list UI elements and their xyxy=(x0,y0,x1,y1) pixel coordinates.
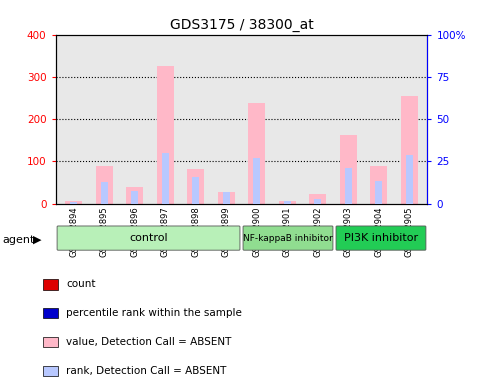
Bar xyxy=(223,192,229,204)
Bar xyxy=(43,337,58,347)
Text: count: count xyxy=(67,280,96,290)
Text: value, Detection Call = ABSENT: value, Detection Call = ABSENT xyxy=(67,337,232,347)
Bar xyxy=(401,96,417,204)
Bar xyxy=(279,202,296,204)
Bar xyxy=(248,103,265,204)
Bar xyxy=(157,66,174,204)
Bar xyxy=(101,182,108,204)
Bar xyxy=(254,158,260,204)
Bar xyxy=(192,177,199,204)
Bar xyxy=(370,166,387,204)
Bar xyxy=(162,153,169,204)
Bar xyxy=(187,169,204,204)
Bar xyxy=(309,194,326,204)
Bar xyxy=(284,202,291,204)
Text: ▶: ▶ xyxy=(33,235,42,245)
Bar xyxy=(406,154,412,204)
Bar xyxy=(345,168,352,204)
FancyBboxPatch shape xyxy=(243,226,333,250)
Bar xyxy=(71,202,77,204)
Text: rank, Detection Call = ABSENT: rank, Detection Call = ABSENT xyxy=(67,366,227,376)
Bar xyxy=(131,191,138,204)
FancyBboxPatch shape xyxy=(57,226,240,250)
Bar xyxy=(375,181,382,204)
Text: PI3K inhibitor: PI3K inhibitor xyxy=(344,233,418,243)
Text: percentile rank within the sample: percentile rank within the sample xyxy=(67,308,242,318)
Bar xyxy=(43,280,58,290)
Bar xyxy=(96,166,113,204)
Text: agent: agent xyxy=(2,235,35,245)
Title: GDS3175 / 38300_at: GDS3175 / 38300_at xyxy=(170,18,313,32)
Bar xyxy=(43,308,58,318)
Bar xyxy=(314,199,321,204)
Bar xyxy=(340,135,356,204)
Text: NF-kappaB inhibitor: NF-kappaB inhibitor xyxy=(243,233,333,243)
Bar xyxy=(43,366,58,376)
FancyBboxPatch shape xyxy=(336,226,426,250)
Bar xyxy=(218,192,235,204)
Text: control: control xyxy=(129,233,168,243)
Bar xyxy=(66,202,82,204)
Bar xyxy=(127,187,143,204)
